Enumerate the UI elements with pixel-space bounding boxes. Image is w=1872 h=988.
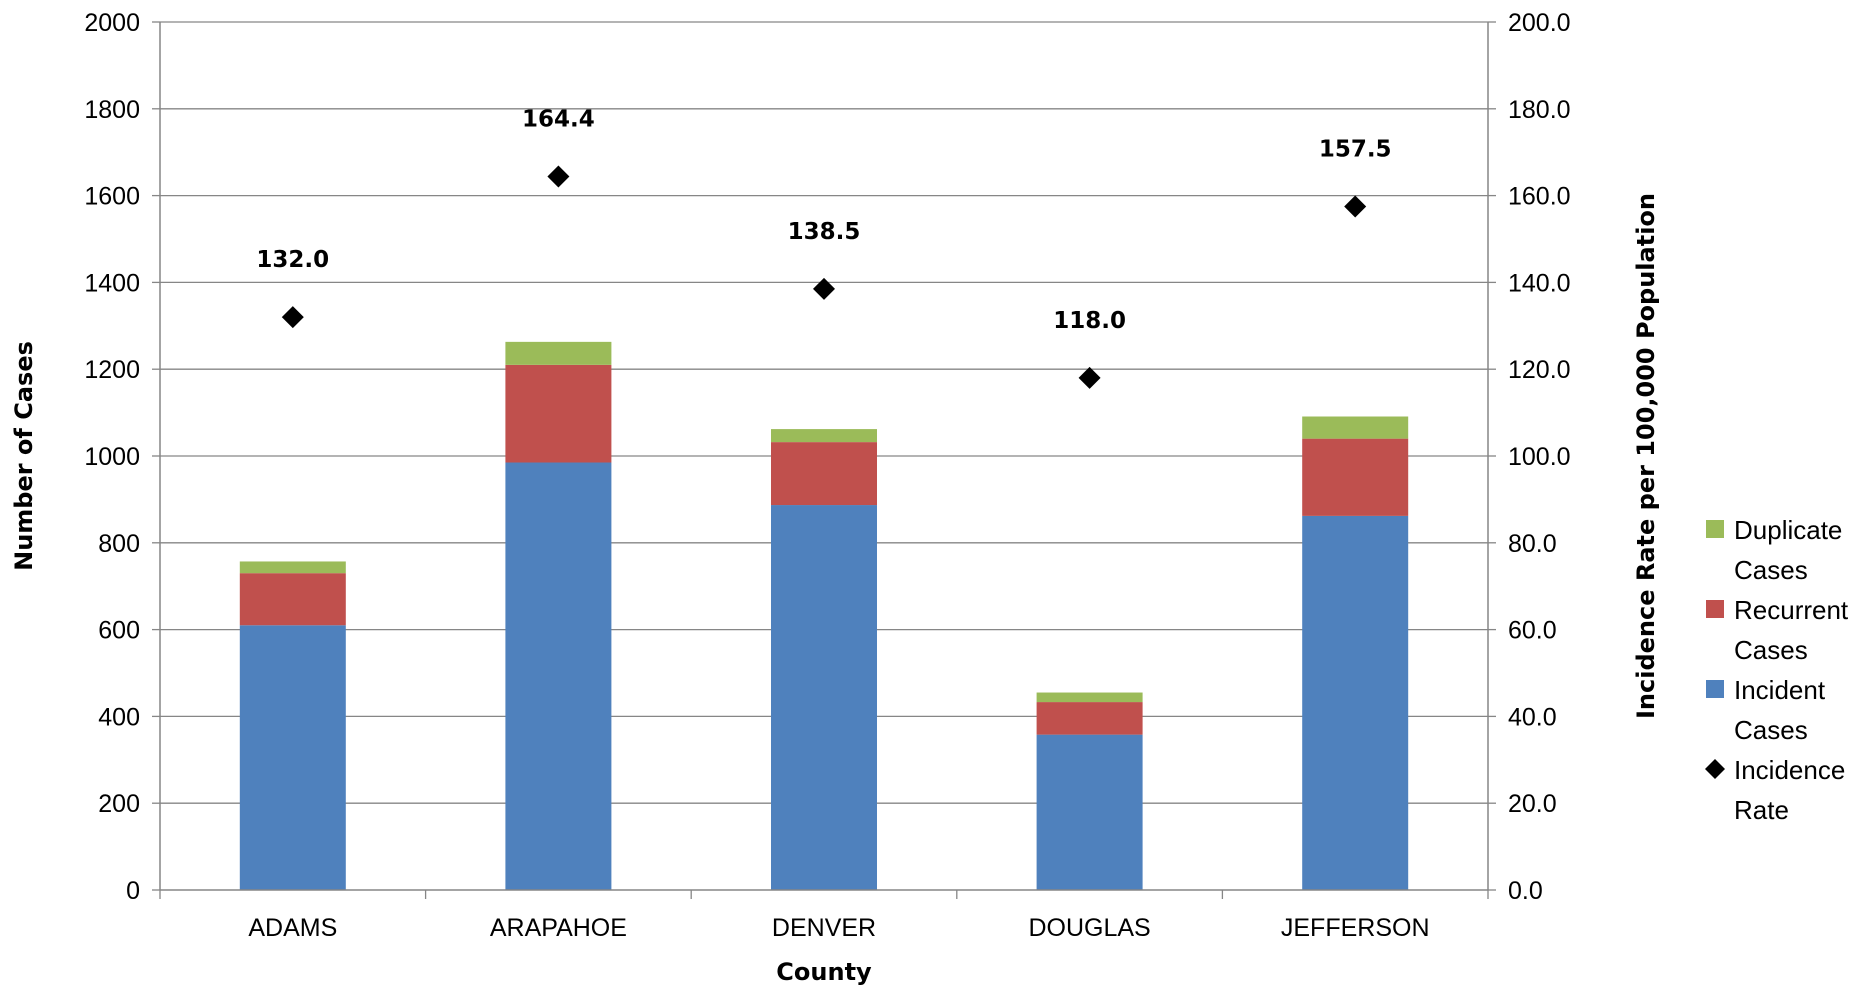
y-axis-title: Number of Cases: [10, 341, 38, 571]
legend-label: Incidence: [1734, 755, 1845, 785]
rate-data-label: 138.5: [788, 219, 861, 245]
bar-incident-cases-adams: [239, 625, 346, 890]
y-tick-label: 600: [98, 617, 140, 645]
y-tick-label: 200: [98, 790, 140, 818]
legend-label: Rate: [1734, 795, 1789, 825]
y-tick-label: 1200: [84, 356, 140, 384]
x-tick-label: JEFFERSON: [1281, 914, 1430, 942]
y2-axis-title: Incidence Rate per 100,000 Population: [1632, 193, 1660, 719]
y2-tick-label: 40.0: [1508, 703, 1557, 731]
y-tick-label: 2000: [84, 9, 140, 37]
y2-tick-label: 0.0: [1508, 877, 1543, 905]
y-tick-label: 0: [126, 877, 140, 905]
rate-marker-denver: [813, 277, 835, 300]
bar-duplicate-cases-adams: [239, 561, 346, 574]
y-tick-label: 1000: [84, 443, 140, 471]
legend-diamond: [1705, 759, 1725, 779]
axis-titles: County Number of Cases Incidence Rate pe…: [10, 193, 1660, 986]
bar-incident-cases-douglas: [1036, 734, 1143, 890]
legend-label: Cases: [1734, 715, 1808, 745]
rate-markers: 132.0 164.4 138.5 118.0 157.5: [256, 107, 1392, 389]
bar-recurrent-cases-arapahoe: [505, 364, 612, 463]
bar-duplicate-cases-arapahoe: [505, 341, 612, 365]
legend-label: Duplicate: [1734, 515, 1842, 545]
legend-label: Incident: [1734, 675, 1826, 705]
x-tick-label: DENVER: [772, 914, 876, 942]
legend-label: Cases: [1734, 635, 1808, 665]
bar-recurrent-cases-douglas: [1036, 702, 1143, 735]
rate-marker-adams: [281, 306, 304, 329]
bar-recurrent-cases-jefferson: [1302, 438, 1409, 516]
tick-labels: 0 0.0 200 20.0 400 40.0 600 60.0 800 80.0 1000 100.…: [84, 9, 1570, 942]
x-tick-label: ARAPAHOE: [490, 914, 627, 942]
rate-data-label: 157.5: [1319, 136, 1392, 162]
y2-tick-label: 100.0: [1508, 443, 1571, 471]
x-tick-label: ADAMS: [248, 914, 337, 942]
y2-tick-label: 200.0: [1508, 9, 1571, 37]
legend-entry-duplicate-cases: Duplicate Cases: [1706, 515, 1842, 585]
legend: Duplicate Cases Recurrent Cases Incident Case…: [1705, 515, 1849, 825]
rate-marker-arapahoe: [547, 165, 570, 188]
bar-duplicate-cases-jefferson: [1302, 416, 1409, 439]
bar-duplicate-cases-douglas: [1036, 692, 1143, 703]
legend-entry-incidence-rate: Incidence Rate: [1705, 755, 1845, 825]
bar-incident-cases-jefferson: [1302, 515, 1409, 890]
y2-tick-label: 160.0: [1508, 183, 1571, 211]
legend-swatch: [1706, 520, 1724, 538]
legend-swatch: [1706, 600, 1724, 618]
y2-tick-label: 140.0: [1508, 269, 1571, 297]
y2-tick-label: 20.0: [1508, 790, 1557, 818]
legend-label: Cases: [1734, 555, 1808, 585]
y-tick-label: 400: [98, 703, 140, 731]
legend-label: Recurrent: [1734, 595, 1849, 625]
bar-recurrent-cases-adams: [239, 573, 346, 626]
bars: [239, 341, 1409, 890]
y-tick-label: 1400: [84, 269, 140, 297]
x-tick-label: DOUGLAS: [1028, 914, 1150, 942]
y2-tick-label: 80.0: [1508, 530, 1557, 558]
bar-incident-cases-arapahoe: [505, 462, 612, 890]
y-tick-label: 1600: [84, 183, 140, 211]
bar-recurrent-cases-denver: [771, 442, 877, 506]
y2-tick-label: 180.0: [1508, 96, 1571, 124]
rate-data-label: 164.4: [522, 107, 595, 133]
y2-tick-label: 120.0: [1508, 356, 1571, 384]
rate-marker-douglas: [1078, 366, 1101, 389]
rate-data-label: 118.0: [1053, 308, 1126, 334]
y-tick-label: 800: [98, 530, 140, 558]
legend-entry-recurrent-cases: Recurrent Cases: [1706, 595, 1849, 665]
x-axis-title: County: [776, 958, 872, 986]
bar-incident-cases-denver: [771, 505, 877, 890]
legend-entry-incident-cases: Incident Cases: [1706, 675, 1826, 745]
rate-marker-jefferson: [1344, 195, 1367, 218]
bar-duplicate-cases-denver: [771, 429, 877, 443]
legend-swatch: [1706, 680, 1724, 698]
rate-data-label: 132.0: [256, 247, 329, 273]
axes: [152, 21, 1496, 899]
y-tick-label: 1800: [84, 96, 140, 124]
y2-tick-label: 60.0: [1508, 617, 1557, 645]
